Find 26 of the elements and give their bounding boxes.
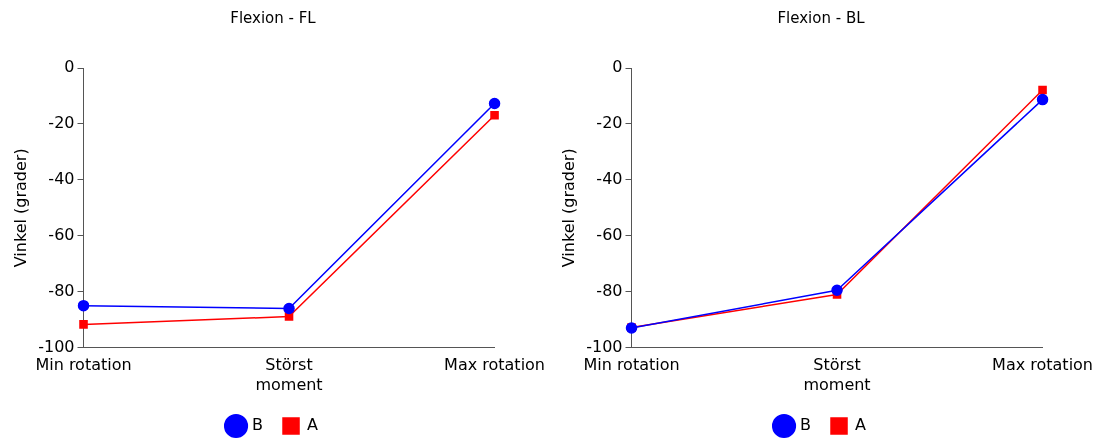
y-tick-label: -20 (48, 113, 75, 133)
x-tick-label: Störst moment (803, 355, 871, 394)
x-tick-label: Max rotation (444, 355, 545, 375)
legend-label: A (855, 415, 867, 435)
y-tick-label: 0 (612, 57, 623, 77)
y-axis-title: Vinkel (grader) (10, 148, 30, 268)
y-tick-label: -60 (48, 224, 75, 244)
y-tick-label: -40 (48, 169, 75, 188)
chart-title: Flexion - FL (230, 8, 317, 27)
y-tick-label: -60 (596, 224, 623, 244)
y-tick-label: -100 (38, 336, 75, 356)
y-axis-title: Vinkel (grader) (558, 148, 578, 268)
y-tick-label: -100 (586, 336, 623, 356)
x-tick-label: Max rotation (992, 355, 1093, 375)
y-tick-label: -20 (596, 113, 623, 133)
y-tick-label: -40 (596, 169, 623, 188)
x-tick-label: Störst moment (255, 355, 323, 394)
legend-label: B (252, 415, 264, 435)
x-tick-label: Min rotation (583, 355, 680, 375)
legend-label: A (307, 415, 319, 435)
y-tick-label: -80 (48, 280, 75, 300)
y-tick-label: -80 (596, 280, 623, 300)
x-tick-label: Min rotation (35, 355, 132, 375)
y-tick-label: 0 (64, 57, 75, 77)
legend-label: B (800, 415, 812, 435)
chart-title: Flexion - BL (777, 8, 866, 27)
